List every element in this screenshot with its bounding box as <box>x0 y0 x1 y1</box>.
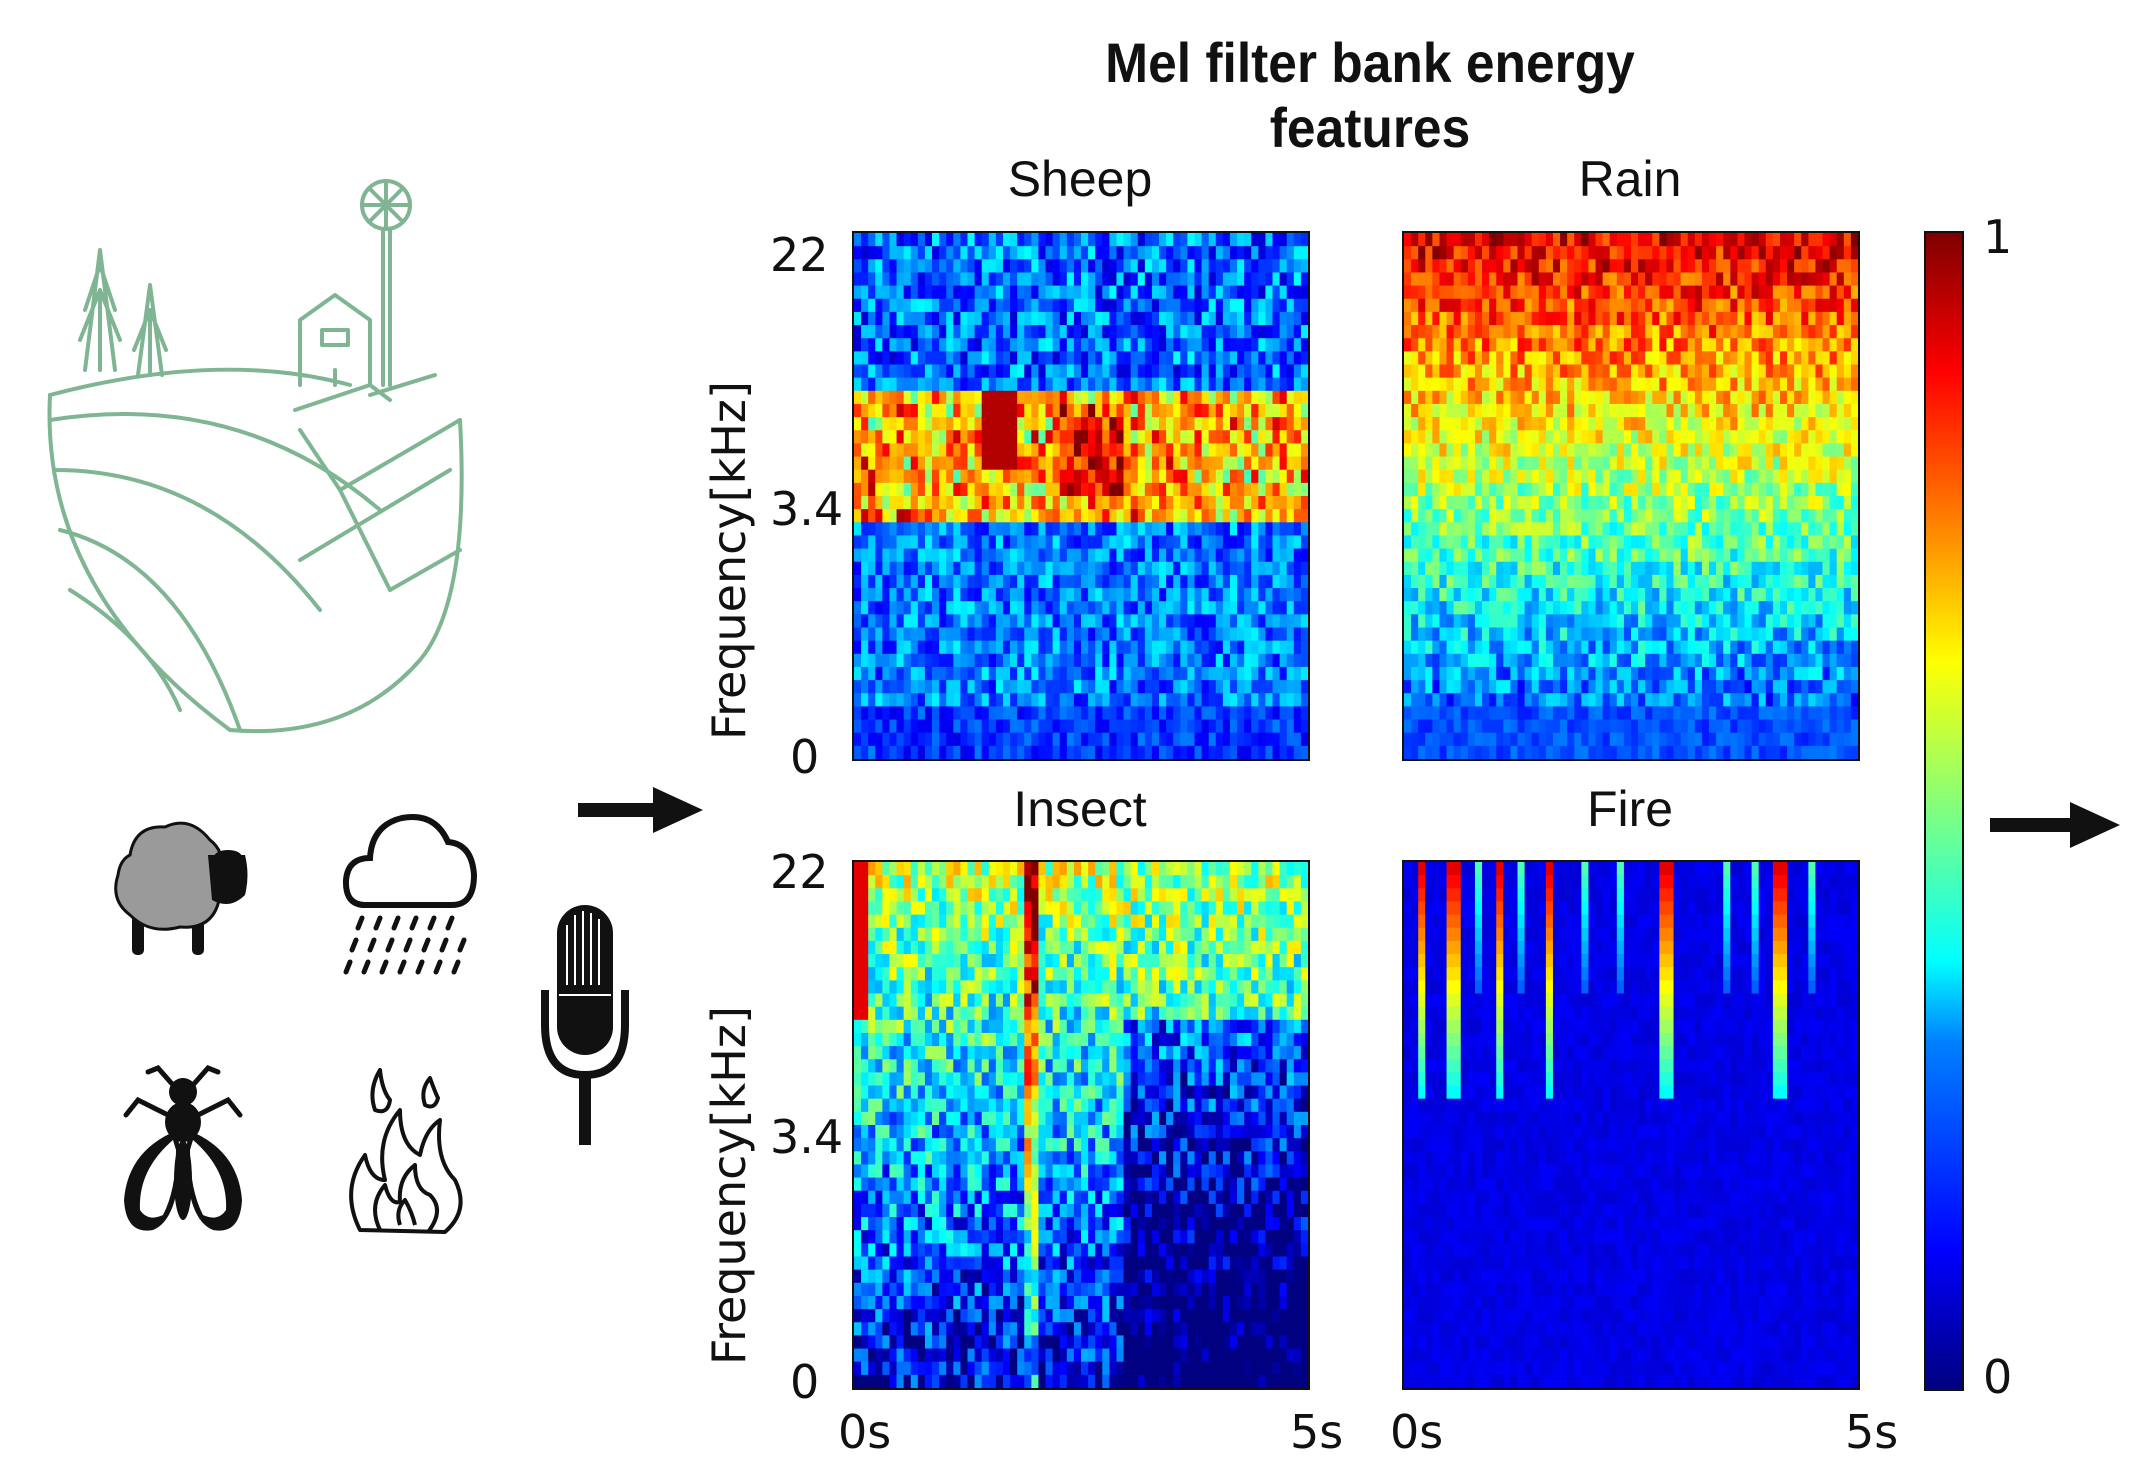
x-tick-label: 0s <box>1390 1405 1444 1459</box>
spectrogram-rain <box>1402 231 1860 761</box>
x-tick-label: 0s <box>838 1405 892 1459</box>
arrow-right-icon <box>578 787 703 833</box>
panel-title-rain: Rain <box>1578 151 1682 207</box>
spectrogram-insect <box>852 860 1310 1390</box>
y-axis-label: Frequency[kHz] <box>702 1006 756 1365</box>
y-tick-label: 0 <box>790 730 820 784</box>
farm-landscape-icon <box>47 179 464 734</box>
y-axis-label: Frequency[kHz] <box>702 381 756 740</box>
spectrogram-fire <box>1402 860 1860 1390</box>
y-tick-label: 0 <box>790 1355 820 1409</box>
spectrogram-sheep <box>852 231 1310 761</box>
y-tick-label: 3.4 <box>770 482 844 536</box>
colorbar-max-label: 1 <box>1983 210 2013 264</box>
colorbar <box>1924 231 1964 1391</box>
fire-icon <box>349 1068 463 1234</box>
x-tick-label: 5s <box>1290 1405 1344 1459</box>
y-tick-label: 22 <box>770 228 829 282</box>
y-tick-label: 3.4 <box>770 1110 844 1164</box>
sheep-icon <box>114 821 248 955</box>
figure-title: Mel filter bank energy features <box>1105 31 1635 159</box>
rain-cloud-icon <box>342 814 478 975</box>
x-tick-label: 5s <box>1845 1405 1899 1459</box>
y-tick-label: 22 <box>770 845 829 899</box>
panel-title-insect: Insect <box>1013 781 1147 837</box>
colorbar-min-label: 0 <box>1983 1350 2013 1404</box>
insect-icon <box>123 1065 243 1231</box>
microphone-icon <box>541 905 629 1145</box>
panel-title-sheep: Sheep <box>1007 151 1153 207</box>
arrow-right-icon <box>1990 802 2120 848</box>
panel-title-fire: Fire <box>1586 781 1674 837</box>
